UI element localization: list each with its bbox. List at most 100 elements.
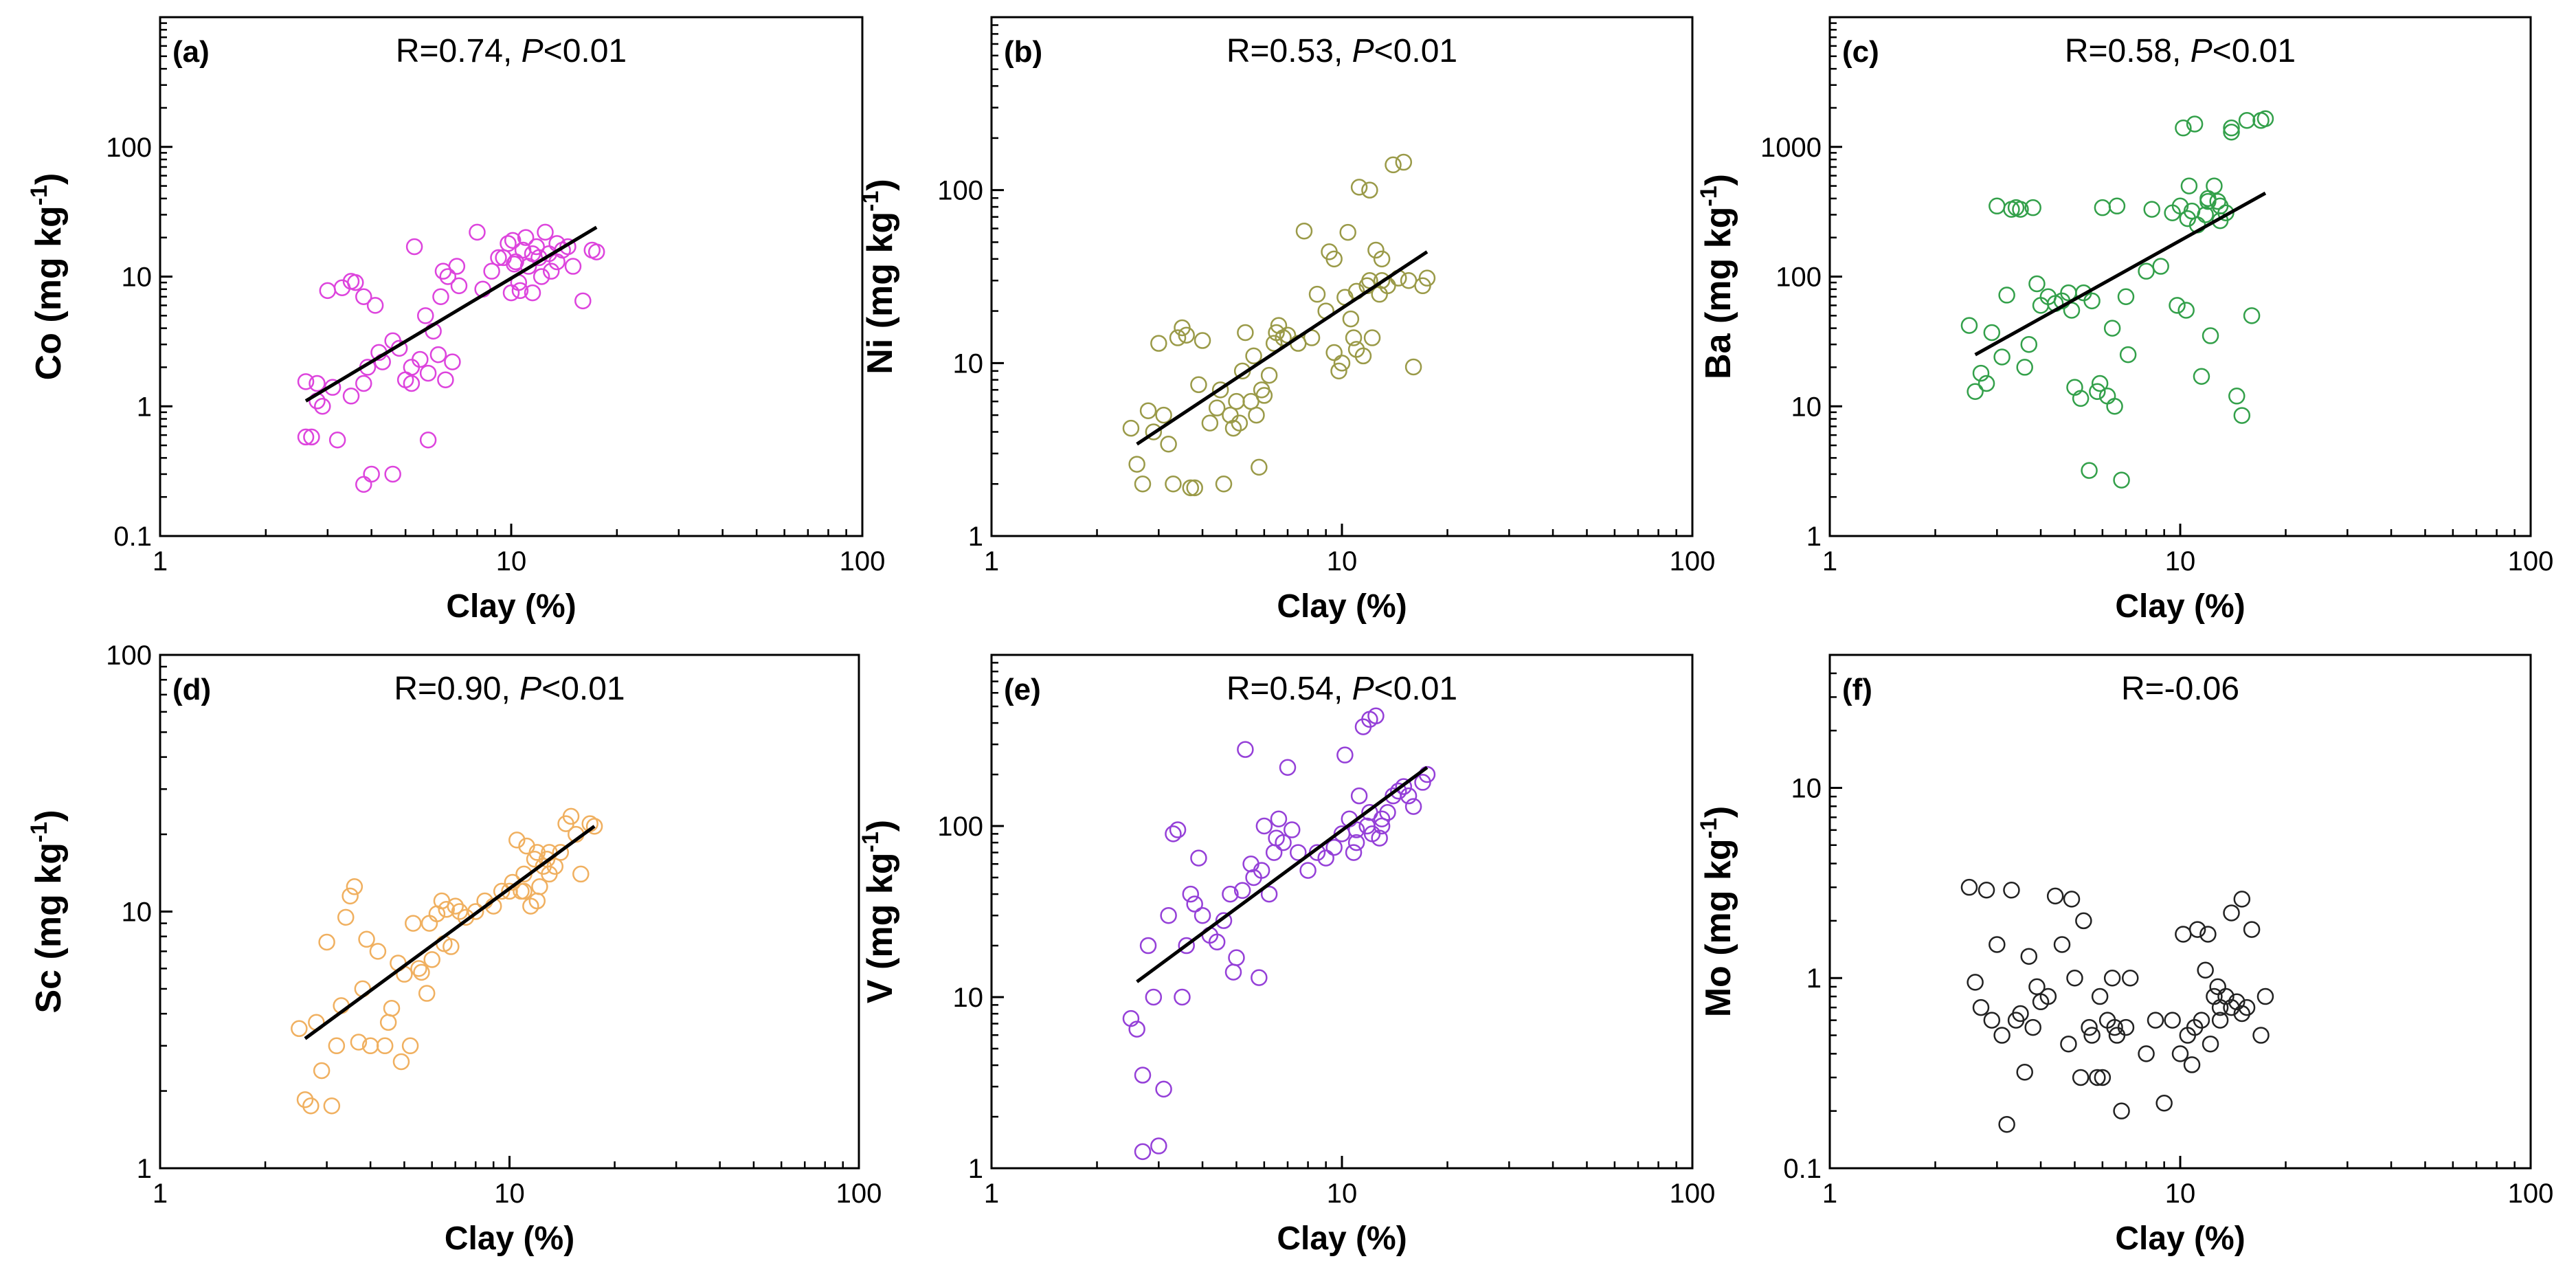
- x-tick-label: 10: [2165, 1179, 2196, 1209]
- data-point: [1308, 285, 1326, 303]
- data-point: [1299, 862, 1317, 879]
- data-point: [2193, 1012, 2210, 1029]
- x-tick-label: 100: [840, 546, 886, 577]
- data-point: [1211, 381, 1229, 399]
- data-point: [2024, 1018, 2041, 1036]
- data-point: [2091, 375, 2109, 392]
- data-point: [2098, 388, 2116, 405]
- data-point: [1186, 895, 1203, 913]
- data-point: [2060, 1035, 2077, 1053]
- data-point: [2091, 988, 2109, 1005]
- fit-line: [1136, 766, 1429, 983]
- data-point: [1186, 479, 1203, 497]
- data-point: [511, 282, 529, 300]
- data-point: [2211, 1012, 2229, 1029]
- data-point: [418, 985, 436, 1002]
- data-point: [559, 238, 576, 256]
- data-point: [1242, 855, 1259, 873]
- data-point: [2075, 912, 2092, 930]
- data-point: [1231, 414, 1248, 432]
- data-point: [384, 465, 401, 483]
- data-point: [2169, 297, 2186, 314]
- y-tick-label: 1: [137, 392, 152, 422]
- data-point: [369, 943, 387, 960]
- y-tick-label: 100: [1776, 263, 1822, 293]
- data-point: [412, 350, 429, 368]
- data-point: [1260, 366, 1278, 384]
- data-point: [2143, 201, 2160, 218]
- data-point: [517, 229, 535, 246]
- plot-frame: [990, 16, 1694, 537]
- y-tick-label: 100: [106, 133, 152, 163]
- data-point: [2113, 471, 2130, 489]
- x-axis-label: Clay (%): [446, 588, 576, 625]
- data-point: [1960, 317, 1978, 334]
- data-point: [421, 915, 438, 932]
- data-point: [1128, 456, 1145, 473]
- data-point: [2202, 327, 2219, 344]
- data-point: [2039, 988, 2057, 1005]
- data-point: [1139, 402, 1157, 419]
- data-point: [493, 882, 511, 900]
- data-point: [419, 432, 437, 449]
- data-point: [1400, 787, 1418, 805]
- data-point: [2063, 891, 2081, 908]
- data-point: [1251, 458, 1268, 476]
- data-point: [2089, 1069, 2106, 1086]
- y-axis-label: Ni (mg kg-1): [858, 179, 900, 374]
- data-point: [2211, 197, 2229, 215]
- data-point: [1237, 741, 1254, 758]
- data-point: [2175, 926, 2192, 943]
- panel-label: (a): [172, 35, 210, 69]
- data-point: [2243, 307, 2261, 324]
- data-point: [2164, 1012, 2181, 1029]
- data-point: [297, 428, 315, 446]
- data-point: [1165, 475, 1182, 493]
- y-tick-label: 100: [937, 812, 983, 842]
- data-point: [1122, 419, 1140, 437]
- data-point: [444, 353, 461, 370]
- data-point: [2223, 123, 2240, 141]
- data-point: [1194, 906, 1211, 924]
- plot-frame: [1828, 654, 2532, 1170]
- data-point: [1993, 348, 2011, 366]
- data-point: [587, 243, 605, 260]
- data-point: [528, 892, 546, 910]
- data-point: [1325, 838, 1343, 856]
- y-axis-label: V (mg kg-1): [858, 820, 900, 1003]
- data-point: [1194, 332, 1211, 349]
- data-point: [350, 1034, 368, 1051]
- data-point: [1155, 406, 1172, 424]
- y-tick-label: 1: [968, 1154, 983, 1184]
- y-axis-label: Co (mg kg-1): [26, 173, 69, 381]
- data-point: [355, 476, 372, 493]
- data-point: [1150, 335, 1167, 352]
- y-tick-label: 1: [968, 522, 983, 552]
- data-point: [309, 375, 326, 392]
- data-point: [1350, 787, 1368, 805]
- data-point: [2028, 978, 2046, 996]
- y-tick-label: 0.1: [1783, 1154, 1822, 1184]
- data-point: [1978, 375, 1995, 392]
- data-point: [2072, 390, 2090, 408]
- data-point: [572, 865, 590, 883]
- data-point: [2020, 335, 2038, 353]
- data-point: [1279, 759, 1297, 776]
- data-point: [419, 364, 437, 382]
- data-point: [1414, 774, 1431, 791]
- data-point: [1265, 335, 1283, 352]
- x-axis-label: Clay (%): [2115, 1220, 2245, 1257]
- data-point: [2155, 1094, 2173, 1112]
- data-point: [2233, 1005, 2251, 1023]
- fit-line: [304, 225, 598, 403]
- data-point: [1178, 326, 1195, 344]
- data-point: [2103, 969, 2121, 987]
- data-point: [490, 249, 507, 267]
- data-point: [508, 832, 526, 849]
- data-point: [564, 258, 582, 275]
- data-point: [1400, 272, 1418, 289]
- data-point: [1270, 810, 1288, 827]
- x-tick-label: 10: [494, 1179, 525, 1209]
- data-point: [2072, 1069, 2090, 1086]
